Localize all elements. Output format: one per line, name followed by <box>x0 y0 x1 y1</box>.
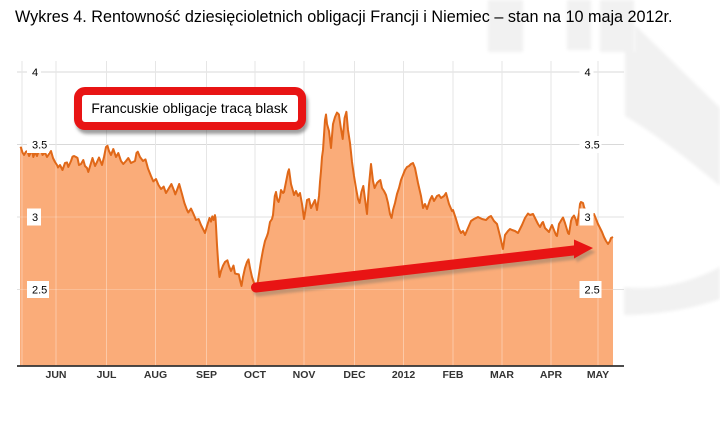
svg-text:DEC: DEC <box>343 369 366 381</box>
svg-text:2.5: 2.5 <box>32 285 47 297</box>
svg-text:2012: 2012 <box>392 369 416 381</box>
svg-text:MAR: MAR <box>490 369 514 381</box>
svg-text:3.5: 3.5 <box>585 140 600 152</box>
svg-text:OCT: OCT <box>244 369 267 381</box>
svg-text:2.5: 2.5 <box>585 285 600 297</box>
svg-text:3: 3 <box>32 212 38 224</box>
svg-text:JUL: JUL <box>97 369 117 381</box>
svg-text:SEP: SEP <box>196 369 217 381</box>
svg-text:APR: APR <box>540 369 563 381</box>
svg-text:NOV: NOV <box>293 369 316 381</box>
svg-text:3.5: 3.5 <box>32 140 47 152</box>
svg-text:4: 4 <box>585 67 591 79</box>
svg-text:4: 4 <box>32 67 38 79</box>
svg-text:JUN: JUN <box>45 369 66 381</box>
svg-text:AUG: AUG <box>144 369 167 381</box>
svg-text:MAY: MAY <box>587 369 609 381</box>
svg-text:3: 3 <box>585 212 591 224</box>
svg-text:FEB: FEB <box>443 369 464 381</box>
